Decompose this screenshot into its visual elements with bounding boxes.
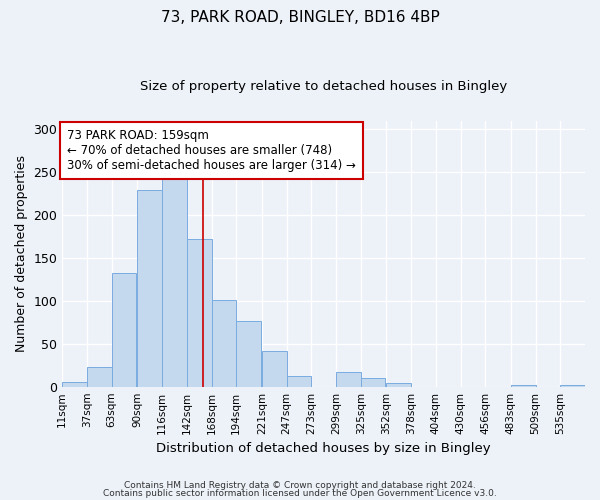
Text: Contains HM Land Registry data © Crown copyright and database right 2024.: Contains HM Land Registry data © Crown c… xyxy=(124,481,476,490)
Bar xyxy=(137,190,162,386)
Text: Contains public sector information licensed under the Open Government Licence v3: Contains public sector information licen… xyxy=(103,488,497,498)
Bar xyxy=(386,383,411,386)
Bar xyxy=(87,367,112,386)
Bar xyxy=(187,239,212,386)
Bar xyxy=(336,372,361,386)
Text: 73, PARK ROAD, BINGLEY, BD16 4BP: 73, PARK ROAD, BINGLEY, BD16 4BP xyxy=(161,10,439,25)
Y-axis label: Number of detached properties: Number of detached properties xyxy=(15,155,28,352)
Bar xyxy=(511,385,536,386)
Bar xyxy=(212,300,236,386)
Bar xyxy=(560,385,585,386)
X-axis label: Distribution of detached houses by size in Bingley: Distribution of detached houses by size … xyxy=(157,442,491,455)
Bar xyxy=(62,382,87,386)
Text: 73 PARK ROAD: 159sqm
← 70% of detached houses are smaller (748)
30% of semi-deta: 73 PARK ROAD: 159sqm ← 70% of detached h… xyxy=(67,129,356,172)
Bar xyxy=(112,272,136,386)
Bar xyxy=(236,320,261,386)
Bar xyxy=(262,352,287,386)
Bar xyxy=(361,378,385,386)
Bar xyxy=(162,177,187,386)
Bar xyxy=(287,376,311,386)
Title: Size of property relative to detached houses in Bingley: Size of property relative to detached ho… xyxy=(140,80,507,93)
